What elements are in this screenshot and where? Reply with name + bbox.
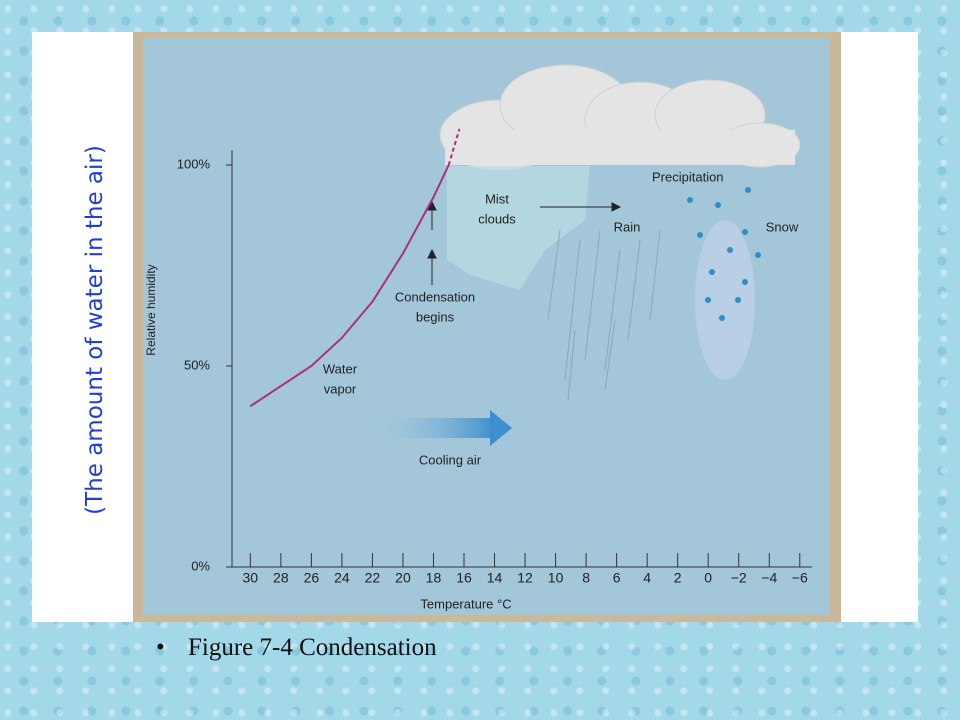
annotation: Water bbox=[323, 361, 358, 376]
x-tick-label: 20 bbox=[395, 570, 411, 586]
humidity-curve bbox=[447, 128, 461, 166]
annotation: Precipitation bbox=[652, 169, 724, 184]
caption: Figure 7-4 Condensation bbox=[156, 634, 437, 662]
x-tick-label: 26 bbox=[304, 570, 320, 586]
y-axis-label: Relative humidity bbox=[144, 264, 158, 355]
humidity-curve bbox=[249, 164, 450, 408]
x-tick-label: 12 bbox=[517, 570, 533, 586]
x-tick-label: 14 bbox=[487, 570, 503, 586]
snow bbox=[687, 187, 761, 380]
annotation: vapor bbox=[324, 381, 357, 396]
annotation: Snow bbox=[766, 219, 799, 234]
x-tick-label: 0 bbox=[704, 570, 712, 586]
x-tick-label: 10 bbox=[548, 570, 564, 586]
y-tick-label: 0% bbox=[191, 558, 210, 573]
side-note: (The amount of water in the air) bbox=[82, 145, 108, 515]
x-tick-label: 22 bbox=[365, 570, 381, 586]
x-tick-label: 30 bbox=[243, 570, 259, 586]
annotation: Cooling air bbox=[419, 452, 482, 467]
x-tick-label: 2 bbox=[674, 570, 682, 586]
x-tick-label: −6 bbox=[792, 570, 808, 586]
rain bbox=[547, 229, 661, 401]
caption-text: Figure 7-4 Condensation bbox=[188, 634, 437, 661]
arrows bbox=[427, 200, 622, 285]
x-axis-label: Temperature °C bbox=[420, 596, 511, 611]
cooling-arrow-body bbox=[365, 418, 495, 438]
x-tick-label: 28 bbox=[273, 570, 289, 586]
cloud bbox=[439, 64, 801, 171]
annotation: Rain bbox=[614, 219, 641, 234]
annotation: begins bbox=[416, 309, 455, 324]
x-tick-label: 4 bbox=[643, 570, 651, 586]
x-tick-label: 18 bbox=[426, 570, 442, 586]
annotation: clouds bbox=[478, 211, 516, 226]
y-tick-label: 50% bbox=[184, 357, 210, 372]
cooling-arrow-head bbox=[490, 410, 512, 446]
x-tick-label: 8 bbox=[582, 570, 590, 586]
annotation: Mist bbox=[485, 191, 509, 206]
y-tick-label: 100% bbox=[177, 156, 211, 171]
mist bbox=[447, 166, 590, 290]
x-tick-label: 16 bbox=[456, 570, 472, 586]
x-tick-label: −4 bbox=[761, 570, 777, 586]
x-tick-label: 6 bbox=[613, 570, 621, 586]
x-tick-label: 24 bbox=[334, 570, 350, 586]
x-tick-label: −2 bbox=[731, 570, 747, 586]
annotation: Condensation bbox=[395, 289, 475, 304]
